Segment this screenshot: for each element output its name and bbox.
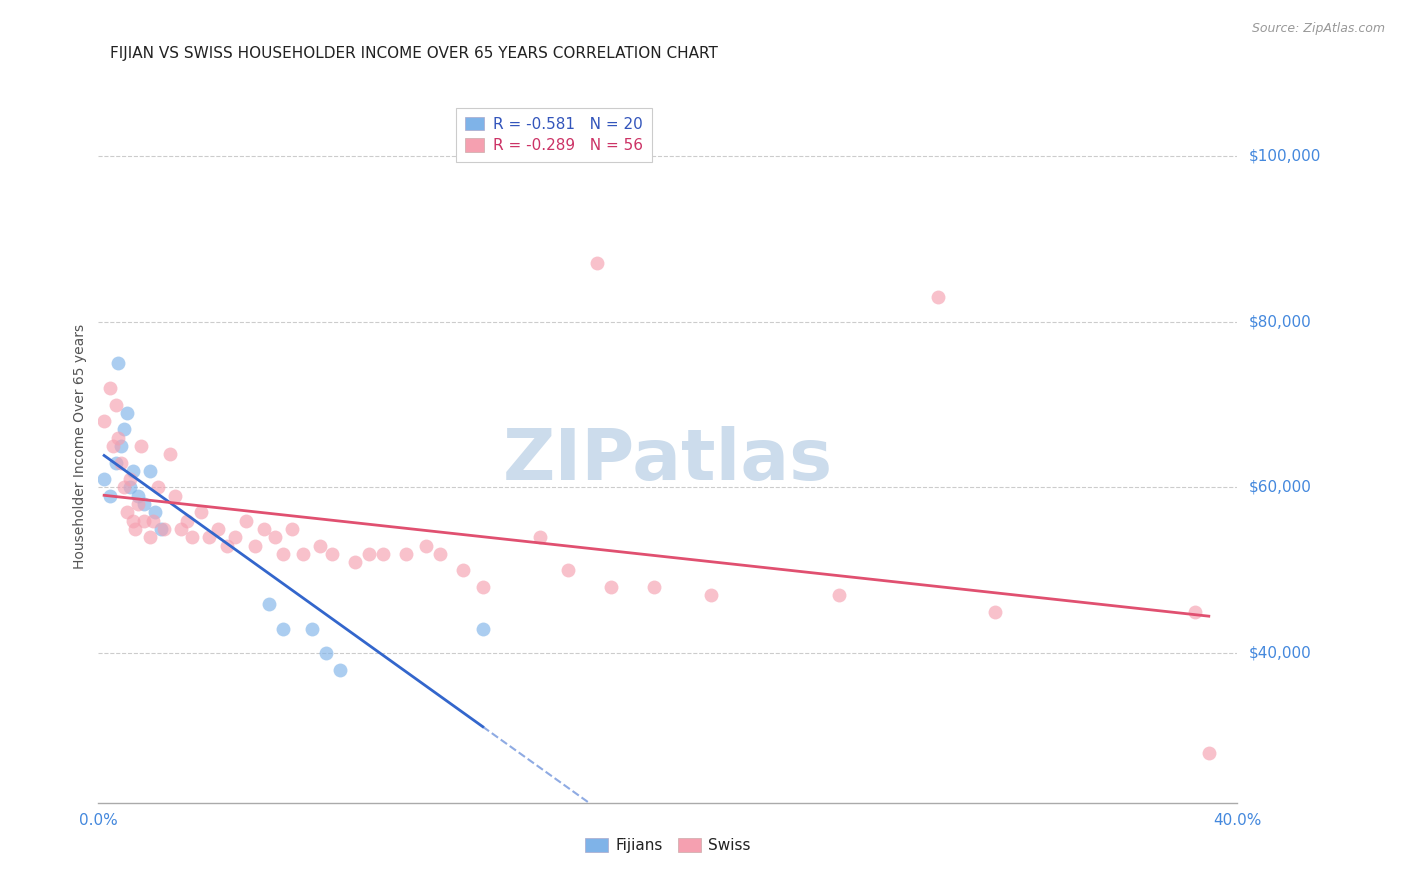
Point	[259, 597, 281, 611]
Point	[176, 514, 198, 528]
Point	[110, 456, 132, 470]
Point	[129, 439, 152, 453]
Text: Source: ZipAtlas.com: Source: ZipAtlas.com	[1251, 22, 1385, 36]
Point	[343, 555, 366, 569]
Point	[127, 497, 149, 511]
Point	[235, 514, 257, 528]
Point	[471, 580, 494, 594]
Point	[243, 539, 266, 553]
Point	[124, 522, 146, 536]
Point	[215, 539, 238, 553]
Point	[101, 439, 124, 453]
Text: $80,000: $80,000	[1249, 314, 1312, 329]
Point	[395, 547, 418, 561]
Point	[170, 522, 193, 536]
Point	[121, 464, 143, 478]
Point	[132, 514, 155, 528]
Point	[301, 622, 323, 636]
Point	[828, 588, 851, 602]
Point	[984, 605, 1007, 619]
Point	[529, 530, 551, 544]
Point	[107, 431, 129, 445]
Point	[104, 397, 127, 411]
Text: $40,000: $40,000	[1249, 646, 1312, 661]
Point	[150, 522, 173, 536]
Point	[699, 588, 721, 602]
Text: $100,000: $100,000	[1249, 148, 1320, 163]
Point	[224, 530, 246, 544]
Point	[138, 464, 160, 478]
Point	[115, 505, 138, 519]
Point	[93, 472, 115, 486]
Point	[198, 530, 221, 544]
Point	[138, 530, 160, 544]
Point	[281, 522, 304, 536]
Point	[145, 505, 167, 519]
Y-axis label: Householder Income Over 65 years: Householder Income Over 65 years	[73, 324, 87, 568]
Point	[585, 256, 607, 270]
Point	[118, 472, 141, 486]
Legend: Fijians, Swiss: Fijians, Swiss	[579, 832, 756, 859]
Point	[415, 539, 437, 553]
Point	[104, 456, 127, 470]
Point	[927, 290, 949, 304]
Point	[127, 489, 149, 503]
Point	[252, 522, 274, 536]
Point	[451, 564, 474, 578]
Point	[153, 522, 176, 536]
Point	[181, 530, 204, 544]
Point	[112, 422, 135, 436]
Point	[643, 580, 665, 594]
Point	[357, 547, 380, 561]
Point	[321, 547, 343, 561]
Point	[107, 356, 129, 370]
Point	[98, 489, 121, 503]
Point	[315, 647, 337, 661]
Point	[207, 522, 229, 536]
Point	[273, 622, 295, 636]
Point	[471, 622, 494, 636]
Point	[112, 481, 135, 495]
Point	[600, 580, 623, 594]
Text: FIJIAN VS SWISS HOUSEHOLDER INCOME OVER 65 YEARS CORRELATION CHART: FIJIAN VS SWISS HOUSEHOLDER INCOME OVER …	[110, 45, 717, 61]
Text: ZIPatlas: ZIPatlas	[503, 425, 832, 495]
Point	[121, 514, 143, 528]
Point	[148, 481, 170, 495]
Point	[429, 547, 451, 561]
Point	[190, 505, 212, 519]
Point	[273, 547, 295, 561]
Point	[115, 406, 138, 420]
Point	[118, 481, 141, 495]
Point	[309, 539, 332, 553]
Point	[141, 514, 163, 528]
Point	[1198, 746, 1220, 760]
Point	[1184, 605, 1206, 619]
Point	[264, 530, 287, 544]
Point	[329, 663, 352, 677]
Point	[93, 414, 115, 428]
Point	[110, 439, 132, 453]
Text: $60,000: $60,000	[1249, 480, 1312, 495]
Point	[557, 564, 579, 578]
Point	[98, 381, 121, 395]
Point	[159, 447, 181, 461]
Point	[165, 489, 187, 503]
Point	[132, 497, 155, 511]
Point	[373, 547, 395, 561]
Point	[292, 547, 315, 561]
